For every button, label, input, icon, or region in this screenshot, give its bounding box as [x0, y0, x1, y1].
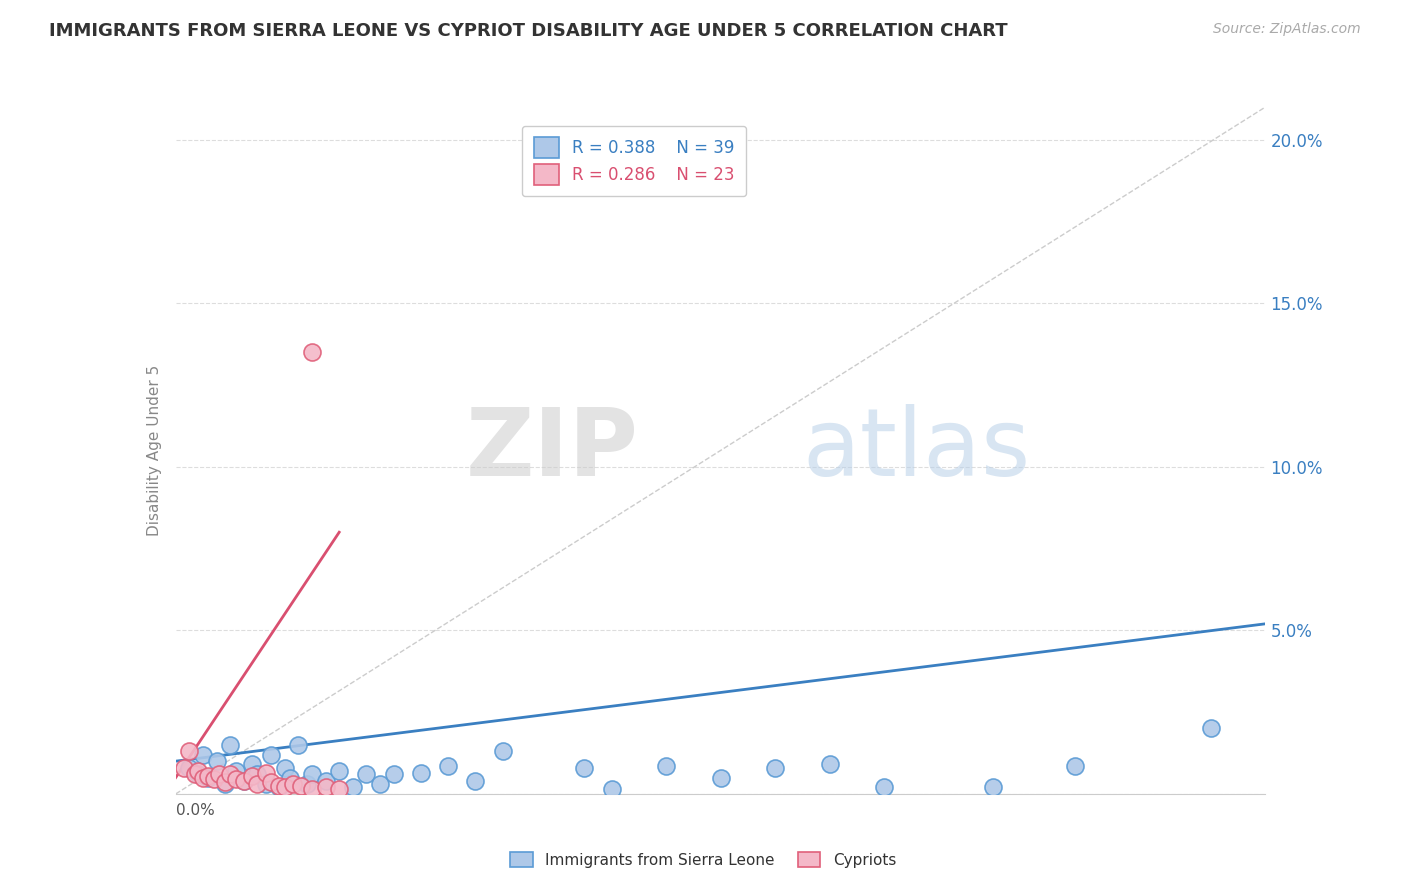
Point — [301, 781, 323, 797]
Point — [1063, 759, 1085, 773]
Point — [208, 767, 231, 781]
Point — [254, 765, 277, 780]
Point — [186, 764, 209, 778]
Point — [205, 754, 228, 768]
Point — [301, 767, 323, 781]
Point — [173, 761, 195, 775]
Point — [655, 759, 678, 773]
Text: ZIP: ZIP — [465, 404, 638, 497]
Point — [274, 780, 297, 795]
Point — [191, 771, 214, 785]
Point — [290, 779, 312, 793]
Point — [269, 780, 291, 795]
Text: 0.0%: 0.0% — [176, 803, 215, 818]
Point — [382, 767, 405, 781]
Point — [492, 744, 515, 758]
Point — [179, 761, 201, 775]
Legend: R = 0.388    N = 39, R = 0.286    N = 23: R = 0.388 N = 39, R = 0.286 N = 23 — [522, 126, 747, 196]
Point — [202, 772, 225, 787]
Point — [301, 345, 323, 359]
Text: atlas: atlas — [803, 404, 1031, 497]
Point — [232, 773, 254, 788]
Point — [328, 764, 350, 778]
Point — [328, 781, 350, 797]
Point — [197, 769, 219, 783]
Point — [873, 780, 896, 795]
Point — [240, 769, 263, 783]
Y-axis label: Disability Age Under 5: Disability Age Under 5 — [146, 365, 162, 536]
Point — [246, 767, 269, 781]
Text: IMMIGRANTS FROM SIERRA LEONE VS CYPRIOT DISABILITY AGE UNDER 5 CORRELATION CHART: IMMIGRANTS FROM SIERRA LEONE VS CYPRIOT … — [49, 22, 1008, 40]
Point — [600, 781, 623, 797]
Point — [710, 771, 733, 785]
Text: Source: ZipAtlas.com: Source: ZipAtlas.com — [1213, 22, 1361, 37]
Point — [214, 775, 236, 789]
Point — [281, 777, 304, 791]
Point — [574, 761, 596, 775]
Point — [763, 761, 786, 775]
Point — [240, 757, 263, 772]
Point — [225, 764, 247, 778]
Point — [818, 757, 841, 772]
Point — [1199, 722, 1222, 736]
Point — [232, 773, 254, 788]
Point — [197, 771, 219, 785]
Point — [278, 771, 301, 785]
Legend: Immigrants from Sierra Leone, Cypriots: Immigrants from Sierra Leone, Cypriots — [503, 846, 903, 873]
Point — [274, 761, 297, 775]
Point — [315, 780, 337, 795]
Point — [219, 767, 242, 781]
Point — [219, 738, 242, 752]
Point — [184, 767, 207, 781]
Point — [260, 775, 283, 789]
Point — [191, 747, 214, 762]
Point — [246, 777, 269, 791]
Point — [315, 773, 337, 788]
Point — [437, 759, 460, 773]
Point — [409, 765, 432, 780]
Point — [981, 780, 1004, 795]
Point — [179, 744, 201, 758]
Point — [214, 777, 236, 791]
Point — [254, 777, 277, 791]
Point — [269, 779, 291, 793]
Point — [368, 777, 391, 791]
Point — [464, 773, 486, 788]
Point — [225, 772, 247, 787]
Point — [342, 780, 364, 795]
Point — [295, 777, 318, 791]
Point — [260, 747, 283, 762]
Point — [356, 767, 378, 781]
Point — [186, 767, 209, 781]
Point — [287, 738, 309, 752]
